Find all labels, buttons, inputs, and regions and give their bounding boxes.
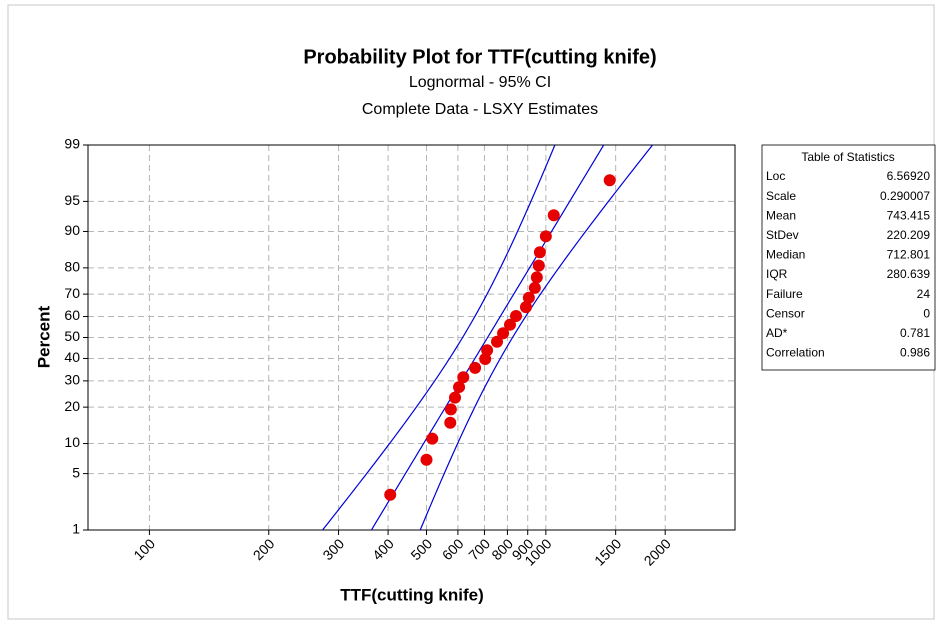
- y-tick-label: 90: [64, 222, 80, 238]
- stat-value: 712.801: [887, 248, 931, 262]
- stat-name: IQR: [766, 267, 788, 281]
- y-tick-label: 30: [64, 372, 80, 388]
- stat-value: 220.209: [887, 228, 931, 242]
- stat-value: 743.415: [887, 208, 931, 222]
- y-tick-label: 20: [64, 398, 80, 414]
- data-point: [384, 488, 397, 501]
- y-tick-label: 70: [64, 285, 80, 301]
- stat-value: 0: [923, 306, 930, 320]
- stat-name: Loc: [766, 169, 785, 183]
- y-tick-label: 10: [64, 434, 80, 450]
- data-point: [510, 310, 523, 323]
- y-tick-label: 50: [64, 328, 80, 344]
- x-axis-label: TTF(cutting knife): [340, 585, 484, 604]
- data-point: [603, 174, 616, 187]
- data-point: [503, 318, 516, 331]
- y-tick-label: 1: [72, 521, 80, 537]
- stat-name: StDev: [766, 228, 799, 242]
- data-point: [519, 301, 532, 314]
- data-point: [420, 453, 433, 466]
- y-tick-label: 40: [64, 349, 80, 365]
- stat-name: Median: [766, 248, 805, 262]
- data-point: [528, 281, 541, 294]
- stat-name: Mean: [766, 208, 796, 222]
- subtitle: Lognormal - 95% CI: [409, 74, 551, 91]
- stats-title: Table of Statistics: [801, 150, 894, 164]
- data-point: [444, 403, 457, 416]
- data-point: [426, 432, 439, 445]
- data-point: [444, 416, 457, 429]
- stat-value: 6.56920: [887, 169, 931, 183]
- stat-name: AD*: [766, 326, 788, 340]
- ci-band: [321, 145, 556, 530]
- subtitle: Complete Data - LSXY Estimates: [362, 101, 598, 118]
- data-point: [530, 271, 543, 284]
- stat-value: 0.986: [900, 346, 930, 360]
- data-point: [497, 327, 510, 340]
- y-tick-label: 5: [72, 464, 80, 480]
- data-point: [547, 209, 560, 222]
- y-tick-label: 80: [64, 259, 80, 275]
- y-axis-label: Percent: [34, 305, 53, 368]
- data-point: [453, 381, 466, 394]
- data-point: [532, 259, 545, 272]
- data-point: [457, 371, 470, 384]
- stat-name: Censor: [766, 306, 805, 320]
- stat-value: 280.639: [887, 267, 931, 281]
- stat-name: Failure: [766, 287, 803, 301]
- ci-band: [419, 145, 654, 530]
- plot-marks: [321, 145, 654, 530]
- fit-line: [370, 145, 605, 530]
- data-point: [491, 335, 504, 348]
- data-point: [522, 291, 535, 304]
- data-point: [539, 230, 552, 243]
- y-tick-label: 60: [64, 307, 80, 323]
- y-tick-label: 99: [64, 136, 80, 152]
- data-point: [533, 246, 546, 259]
- data-point: [481, 344, 494, 357]
- stat-value: 24: [917, 287, 931, 301]
- data-point: [469, 361, 482, 374]
- stat-value: 0.290007: [880, 189, 930, 203]
- stat-name: Correlation: [766, 346, 825, 360]
- stats-table: [761, 144, 936, 371]
- chart-title: Probability Plot for TTF(cutting knife): [303, 46, 656, 68]
- y-tick-label: 95: [64, 192, 80, 208]
- data-point: [449, 391, 462, 404]
- stat-value: 0.781: [900, 326, 930, 340]
- stat-name: Scale: [766, 189, 796, 203]
